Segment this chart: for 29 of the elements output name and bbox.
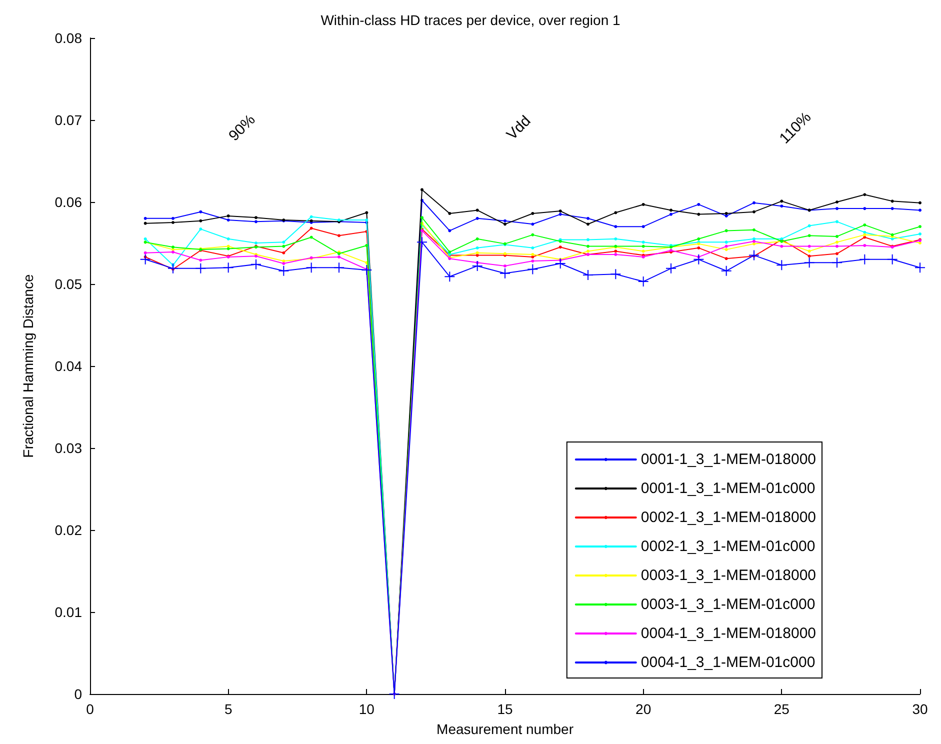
- legend-label: 0003-1_3_1-MEM-01c000: [640, 596, 816, 613]
- x-tick-label: 20: [636, 701, 652, 717]
- y-tick-label: 0.07: [54, 112, 82, 128]
- y-tick-label: 0.05: [54, 276, 82, 292]
- y-tick-label: 0: [74, 686, 82, 702]
- y-tick-label: 0.01: [54, 604, 82, 620]
- legend-label: 0002-1_3_1-MEM-018000: [640, 509, 816, 526]
- y-tick-label: 0.02: [54, 522, 82, 538]
- y-tick-label: 0.08: [54, 30, 82, 46]
- legend-label: 0001-1_3_1-MEM-01c000: [640, 480, 816, 497]
- legend-label: 0004-1_3_1-MEM-01c000: [640, 654, 816, 671]
- x-tick-label: 15: [497, 701, 513, 717]
- annotation: Vdd: [503, 112, 534, 144]
- legend-label: 0004-1_3_1-MEM-018000: [640, 625, 816, 642]
- x-tick-label: 25: [774, 701, 790, 717]
- legend-label: 0001-1_3_1-MEM-018000: [640, 451, 816, 468]
- chart-title: Within-class HD traces per device, over region 1: [320, 12, 620, 28]
- y-axis-title: Fractional Hamming Distance: [20, 274, 36, 458]
- y-tick-label: 0.03: [54, 440, 82, 456]
- x-axis-title: Measurement number: [436, 721, 574, 737]
- y-tick-label: 0.04: [54, 358, 82, 374]
- x-tick-label: 0: [86, 701, 94, 717]
- x-tick-label: 5: [224, 701, 232, 717]
- x-tick-label: 30: [912, 701, 928, 717]
- annotation: 90%: [226, 111, 259, 145]
- legend-label: 0003-1_3_1-MEM-018000: [640, 567, 816, 584]
- x-tick-label: 10: [358, 701, 375, 717]
- y-tick-label: 0.06: [54, 194, 82, 210]
- legend-label: 0002-1_3_1-MEM-01c000: [640, 538, 816, 555]
